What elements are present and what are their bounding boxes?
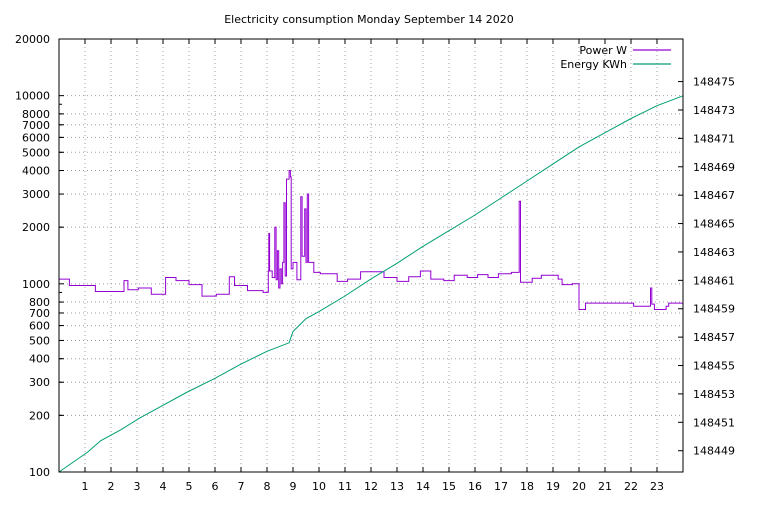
y-right-tick-label: 148461 — [693, 274, 735, 287]
power-series-line — [59, 170, 683, 310]
x-tick-label: 23 — [650, 480, 664, 493]
x-tick-label: 18 — [520, 480, 534, 493]
y-left-tick-label: 5000 — [22, 146, 50, 159]
x-tick-label: 1 — [82, 480, 89, 493]
x-tick-label: 9 — [290, 480, 297, 493]
y-left-tick-label: 10000 — [15, 90, 50, 103]
y-right-tick-label: 148475 — [693, 76, 735, 89]
x-tick-label: 10 — [312, 480, 326, 493]
y-right-tick-label: 148465 — [693, 218, 735, 231]
y-left-tick-label: 6000 — [22, 131, 50, 144]
legend: Power W Energy KWh — [560, 44, 671, 71]
y-right-tick-label: 148473 — [693, 104, 735, 117]
y-left-tick-label: 1000 — [22, 278, 50, 291]
y-right-tick-label: 148467 — [693, 189, 735, 202]
y-right-tick-label: 148459 — [693, 303, 735, 316]
y-right-tick-label: 148449 — [693, 445, 735, 458]
x-tick-label: 20 — [572, 480, 586, 493]
y-left-tick-label: 700 — [29, 307, 50, 320]
x-tick-label: 12 — [364, 480, 378, 493]
y-left-tick-label: 500 — [29, 334, 50, 347]
y-left-tick-label: 300 — [29, 376, 50, 389]
x-tick-label: 19 — [546, 480, 560, 493]
chart-title: Electricity consumption Monday September… — [224, 13, 514, 26]
y-left-tick-label: 800 — [29, 296, 50, 309]
y-right-tick-label: 148457 — [693, 331, 735, 344]
x-tick-label: 7 — [238, 480, 245, 493]
y-left-tick-label: 20000 — [15, 33, 50, 46]
x-tick-label: 21 — [598, 480, 612, 493]
y-right-tick-label: 148463 — [693, 246, 735, 259]
x-tick-label: 15 — [442, 480, 456, 493]
y-left-tick-label: 4000 — [22, 165, 50, 178]
y-left-tick-label: 7000 — [22, 119, 50, 132]
y-right-tick-label: 148453 — [693, 388, 735, 401]
y-left-tick-label: 2000 — [22, 221, 50, 234]
y-left-tick-label: 8000 — [22, 108, 50, 121]
y-right-tick-label: 148455 — [693, 360, 735, 373]
y-left-tick-label: 200 — [29, 409, 50, 422]
x-tick-label: 16 — [468, 480, 482, 493]
x-tick-label: 5 — [186, 480, 193, 493]
series-lines — [58, 95, 684, 473]
y-right-tick-label: 148451 — [693, 416, 735, 429]
x-tick-label: 8 — [264, 480, 271, 493]
x-tick-label: 22 — [624, 480, 638, 493]
x-tick-label: 14 — [416, 480, 430, 493]
axis-ticks: 1 2 3 4 5 6 7 8 9 10 11 12 13 14 15 16 17 18 19 20 21 22 23100… — [15, 33, 735, 493]
legend-label-power: Power W — [579, 44, 627, 57]
x-tick-label: 6 — [212, 480, 219, 493]
y-right-tick-label: 148469 — [693, 161, 735, 174]
x-tick-label: 11 — [338, 480, 352, 493]
y-right-tick-label: 148471 — [693, 132, 735, 145]
x-tick-label: 13 — [390, 480, 404, 493]
grid-lines — [59, 38, 683, 473]
y-left-tick-label: 600 — [29, 320, 50, 333]
y-left-tick-label: 400 — [29, 353, 50, 366]
y-left-tick-label: 100 — [29, 466, 50, 479]
y-left-tick-label: 3000 — [22, 188, 50, 201]
x-tick-label: 4 — [160, 480, 167, 493]
x-tick-label: 3 — [134, 480, 141, 493]
legend-label-energy: Energy KWh — [560, 58, 627, 71]
x-tick-label: 17 — [494, 480, 508, 493]
x-tick-label: 2 — [108, 480, 115, 493]
energy-series-line — [58, 95, 684, 473]
